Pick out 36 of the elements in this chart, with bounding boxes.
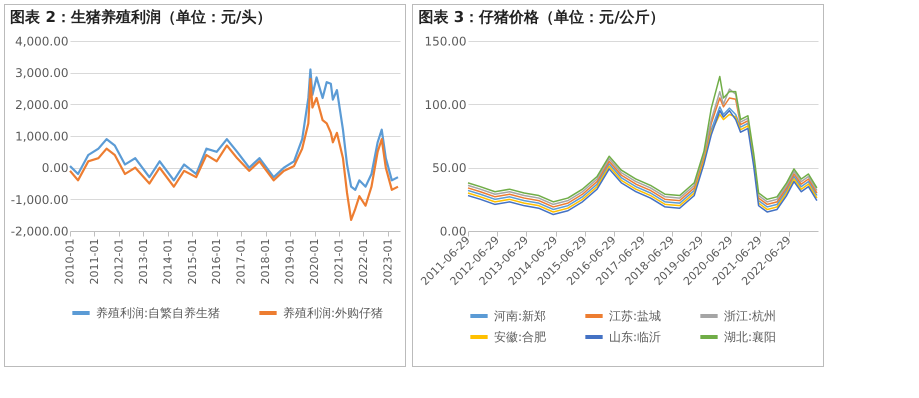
x-tick-label: 2012-01 <box>112 238 126 284</box>
x-tick-label: 2014-01 <box>161 238 174 284</box>
x-tick-label: 2019-01 <box>284 238 297 284</box>
y-tick-label: 3,000.00 <box>15 66 68 80</box>
y-tick-label: 50.00 <box>432 161 466 176</box>
y-tick-label: 1,000.00 <box>15 130 68 144</box>
x-tick-label: 2018-01 <box>259 238 272 284</box>
x-tick-label: 2011-01 <box>88 238 101 284</box>
x-tick-label: 2023-01 <box>381 238 394 284</box>
legend-label: 山东:临沂 <box>609 330 662 344</box>
y-tick-label: -2,000.00 <box>10 224 68 238</box>
line-series <box>68 78 400 222</box>
legend-label: 湖北:襄阳 <box>724 330 776 344</box>
y-tick-label: 0.00 <box>42 161 68 176</box>
legend-label: 养殖利润:自繁自养生猪 <box>96 306 220 320</box>
legend-label: 江苏:盐城 <box>609 309 662 323</box>
chart-title: 图表 2：生猪养殖利润（单位：元/头） <box>10 8 272 26</box>
y-tick-label: -1,000.00 <box>10 192 68 207</box>
x-tick-label: 2020-01 <box>308 238 322 284</box>
y-tick-label: 4,000.00 <box>15 34 68 48</box>
x-tick-label: 2013-01 <box>136 238 150 284</box>
x-tick-label: 2010-01 <box>64 238 76 284</box>
y-tick-label: 2,000.00 <box>15 98 68 112</box>
x-tick-label: 2016-01 <box>210 238 224 284</box>
x-tick-label: 2021-01 <box>332 238 346 284</box>
x-tick-label: 2015-01 <box>186 238 199 284</box>
legend-label: 安徽:合肥 <box>494 330 546 344</box>
legend-label: 浙江:杭州 <box>724 309 776 323</box>
y-tick-label: 100.00 <box>424 98 466 112</box>
x-tick-label: 2022-01 <box>356 238 370 284</box>
legend-label: 河南:新郑 <box>494 309 546 323</box>
x-tick-label: 2017-01 <box>234 238 248 284</box>
legend-label: 养殖利润:外购仔猪 <box>283 306 384 320</box>
chart-title: 图表 3：仔猪价格（单位：元/公斤） <box>418 8 665 26</box>
y-tick-label: 150.00 <box>424 34 466 48</box>
line-series <box>68 68 400 191</box>
